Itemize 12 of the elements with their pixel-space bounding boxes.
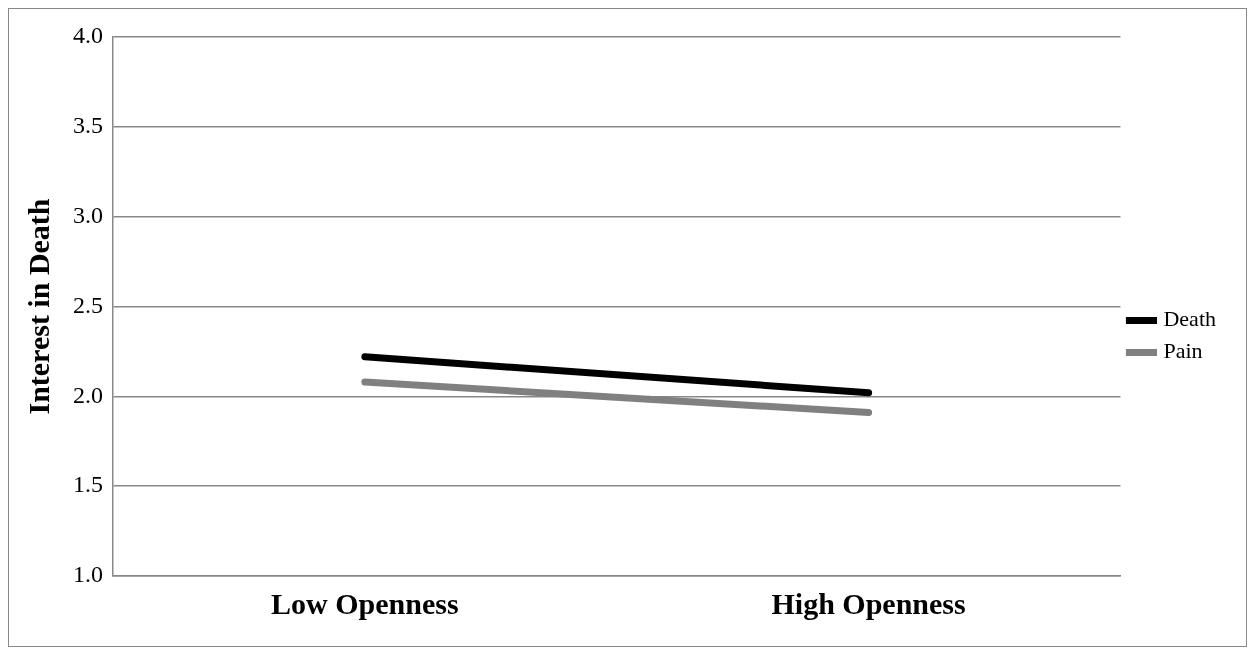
y-tick-label: 3.0	[73, 201, 103, 228]
y-tick-label: 1.0	[73, 561, 103, 588]
legend-label: Pain	[1163, 338, 1203, 364]
y-tick-label: 3.5	[73, 112, 103, 139]
y-tick-label: 2.5	[73, 291, 103, 318]
x-tick-label: High Openness	[771, 586, 966, 620]
legend-label: Death	[1163, 306, 1216, 332]
x-tick-label: Low Openness	[271, 586, 459, 620]
y-tick-label: 2.0	[73, 381, 103, 408]
y-tick-label: 4.0	[73, 22, 103, 49]
y-tick-label: 1.5	[73, 471, 103, 498]
y-axis-title: Interest in Death	[21, 198, 55, 415]
